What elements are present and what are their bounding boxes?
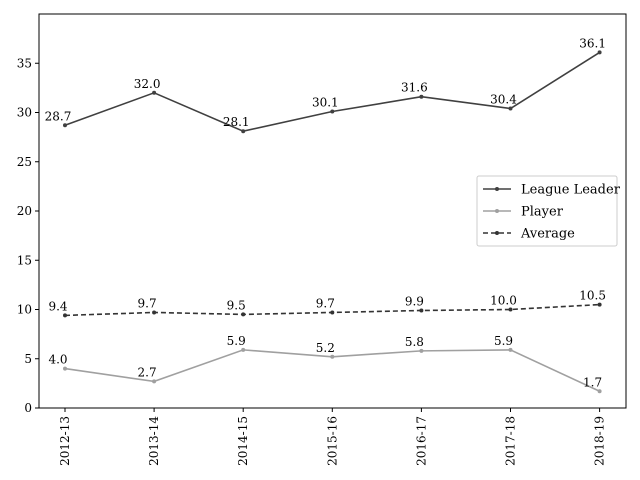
data-label: 9.5 <box>227 298 246 312</box>
data-point <box>330 354 335 359</box>
data-label: 5.9 <box>494 334 513 348</box>
data-point <box>152 90 157 95</box>
data-point <box>330 109 335 114</box>
y-tick-label: 35 <box>17 56 32 70</box>
data-point <box>419 308 424 313</box>
x-tick-label: 2017-18 <box>504 416 518 466</box>
data-point <box>508 106 513 111</box>
data-label-layer: 28.7 32.0 28.1 30.1 31.6 30.4 36.1 4.0 2.7 5.9 5.2… <box>45 36 606 389</box>
data-label: 9.9 <box>405 294 424 308</box>
legend-marker <box>495 187 499 191</box>
data-label: 28.1 <box>223 115 250 129</box>
data-label: 9.7 <box>316 296 335 310</box>
x-tick-label: 2014-15 <box>236 416 250 466</box>
legend-label: League Leader <box>521 183 621 198</box>
data-point <box>508 347 513 352</box>
data-label: 32.0 <box>134 77 161 91</box>
data-label: 9.4 <box>48 299 67 313</box>
y-tick-label: 0 <box>24 401 32 415</box>
data-point <box>241 312 246 317</box>
data-label: 4.0 <box>48 353 67 367</box>
x-tick-label: 2016-17 <box>414 416 428 466</box>
data-point <box>152 379 157 384</box>
y-axis: 0 5 10 15 20 25 30 35 <box>17 56 39 415</box>
data-label: 5.9 <box>227 334 246 348</box>
data-label: 10.5 <box>579 289 606 303</box>
legend-marker <box>495 231 499 235</box>
legend-label: Average <box>520 227 575 242</box>
data-point <box>152 310 157 315</box>
legend-box <box>476 175 618 247</box>
data-label: 5.8 <box>405 335 424 349</box>
y-tick-label: 20 <box>17 204 32 218</box>
legend-label: Player <box>521 205 564 220</box>
data-point <box>63 313 67 318</box>
x-tick-label: 2015-16 <box>325 416 339 466</box>
data-label: 5.2 <box>316 341 335 355</box>
data-label: 2.7 <box>138 365 157 379</box>
legend: League Leader Player Average <box>476 175 621 247</box>
data-label: 1.7 <box>583 375 602 389</box>
series-layer <box>63 50 602 394</box>
data-label: 30.1 <box>312 96 339 110</box>
x-tick-label: 2012-13 <box>58 416 72 466</box>
data-point <box>597 50 602 55</box>
y-tick-label: 5 <box>24 352 32 366</box>
data-point <box>597 389 602 394</box>
data-label: 36.1 <box>579 36 606 50</box>
data-label: 28.7 <box>45 109 72 123</box>
data-point <box>597 302 602 307</box>
y-tick-label: 15 <box>17 253 32 267</box>
data-point <box>63 366 67 371</box>
y-tick-label: 25 <box>17 155 32 169</box>
data-point <box>63 123 67 128</box>
y-tick-label: 30 <box>17 106 32 120</box>
y-tick-label: 10 <box>17 303 32 317</box>
data-point <box>241 129 246 134</box>
data-point <box>419 348 424 353</box>
data-point <box>241 347 246 352</box>
data-label: 9.7 <box>138 296 157 310</box>
series-line <box>64 51 601 133</box>
x-axis: 2012-13 2013-14 2014-15 2015-16 2016-17 2017-… <box>58 408 607 466</box>
data-label: 30.4 <box>490 93 517 107</box>
x-tick-label: 2013-14 <box>147 416 161 466</box>
data-point <box>419 94 424 99</box>
data-point <box>508 307 513 312</box>
x-tick-label: 2018-19 <box>593 416 607 466</box>
data-label: 31.6 <box>401 81 428 95</box>
data-point <box>330 310 335 315</box>
data-label: 10.0 <box>490 294 517 308</box>
legend-marker <box>495 209 499 213</box>
